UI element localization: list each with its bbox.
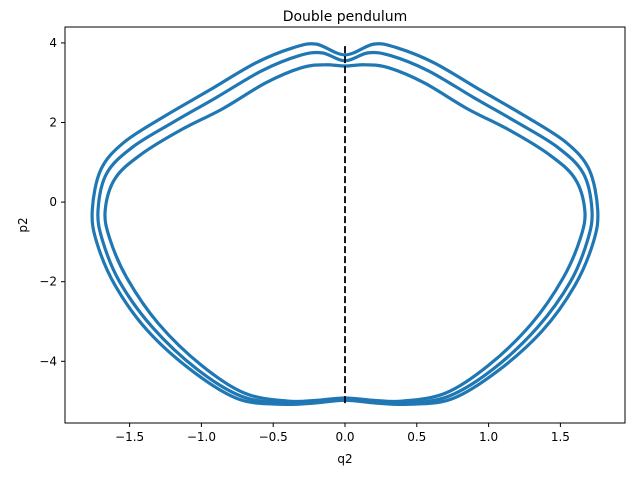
y-tick-label: −4 (39, 354, 57, 368)
x-axis: −1.5 −1.0 −0.5 0.0 0.5 1.0 1.5 (115, 423, 570, 444)
y-tick-label: 0 (49, 195, 57, 209)
y-axis-label: p2 (16, 217, 30, 232)
x-tick-label: 1.5 (551, 430, 570, 444)
y-tick-label: 2 (49, 116, 57, 130)
x-tick-label: −0.5 (259, 430, 288, 444)
y-tick-label: 4 (49, 36, 57, 50)
x-axis-label: q2 (337, 452, 352, 466)
chart-title: Double pendulum (283, 9, 408, 25)
plot-area (90, 42, 600, 407)
x-tick-label: 0.0 (335, 430, 354, 444)
x-tick-label: −1.0 (187, 430, 216, 444)
x-tick-label: 1.0 (479, 430, 498, 444)
x-tick-label: −1.5 (115, 430, 144, 444)
y-tick-label: −2 (39, 275, 57, 289)
x-tick-label: 0.5 (407, 430, 426, 444)
y-axis: −4 −2 0 2 4 (39, 36, 65, 368)
